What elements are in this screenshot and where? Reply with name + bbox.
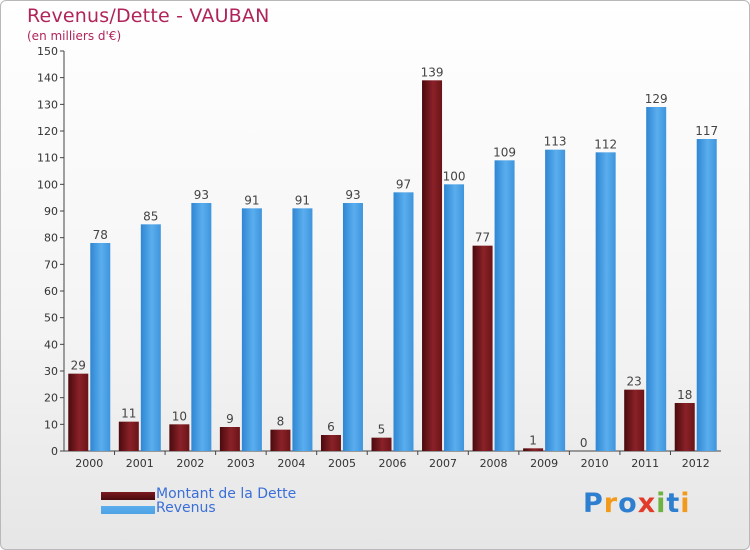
- data-label-debt: 29: [71, 359, 86, 373]
- legend-label-debt: Montant de la Dette: [156, 486, 297, 502]
- data-label-revenue: 78: [93, 228, 108, 242]
- label-layer: 29 78 11 85 10 93 9 91 8 91 6 93 5 97 139 100 77 109 1 113 0…: [71, 65, 719, 450]
- data-label-debt: 11: [121, 407, 136, 421]
- bar-revenue: [646, 107, 667, 451]
- x-tick-label: 2012: [682, 457, 710, 470]
- data-label-debt: 5: [378, 423, 386, 437]
- x-tick-label: 2006: [379, 457, 407, 470]
- logo-letter: i: [680, 488, 691, 519]
- data-label-debt: 9: [226, 412, 234, 426]
- bar-debt: [674, 403, 695, 451]
- data-label-revenue: 100: [443, 169, 466, 183]
- logo-letter: t: [666, 488, 681, 519]
- y-tick-label: 70: [44, 258, 58, 271]
- data-label-revenue: 93: [345, 188, 360, 202]
- bar-revenue: [595, 152, 616, 452]
- data-label-debt: 1: [529, 433, 537, 447]
- chart-subtitle: (en milliers d'€): [27, 29, 122, 43]
- logo-letter: o: [618, 488, 638, 519]
- x-tick-label: 2009: [530, 457, 558, 470]
- bar-debt: [523, 448, 544, 451]
- x-tick-label: 2010: [581, 457, 609, 470]
- axis-layer: 0102030405060708090100110120130140150200…: [37, 45, 721, 470]
- bar-revenue: [241, 208, 262, 451]
- data-label-revenue: 113: [544, 135, 567, 149]
- data-label-debt: 77: [475, 231, 490, 245]
- bar-debt: [371, 437, 392, 451]
- data-label-debt: 139: [421, 65, 444, 79]
- bar-revenue: [140, 224, 161, 451]
- x-tick-label: 2001: [126, 457, 154, 470]
- x-tick-label: 2003: [227, 457, 255, 470]
- bar-debt: [472, 245, 493, 451]
- bar-revenue: [494, 160, 515, 452]
- bar-debt: [270, 429, 291, 451]
- x-tick-label: 2007: [429, 457, 457, 470]
- data-label-revenue: 109: [493, 145, 516, 159]
- y-tick-label: 40: [44, 338, 58, 351]
- y-tick-label: 30: [44, 365, 58, 378]
- data-label-debt: 8: [277, 415, 285, 429]
- x-tick-label: 2000: [75, 457, 103, 470]
- data-label-revenue: 93: [194, 188, 209, 202]
- bar-debt: [118, 421, 139, 451]
- bar-revenue: [191, 203, 212, 451]
- x-tick-label: 2008: [480, 457, 508, 470]
- legend-swatch-revenue: [101, 506, 155, 514]
- data-label-revenue: 129: [645, 92, 668, 106]
- logo-letter: i: [656, 488, 667, 519]
- legend-label-revenue: Revenus: [156, 500, 216, 516]
- data-label-revenue: 97: [396, 177, 411, 191]
- bar-revenue: [696, 139, 717, 451]
- x-tick-label: 2002: [176, 457, 204, 470]
- data-label-revenue: 91: [244, 193, 259, 207]
- bar-layer: [68, 80, 717, 452]
- y-tick-label: 120: [37, 125, 58, 138]
- x-tick-label: 2004: [277, 457, 305, 470]
- chart-title: Revenus/Dette - VAUBAN: [27, 5, 270, 27]
- y-tick-label: 130: [37, 98, 58, 111]
- bar-revenue: [444, 184, 465, 452]
- bar-debt: [68, 373, 89, 451]
- bar-debt: [219, 427, 240, 451]
- y-tick-label: 50: [44, 312, 58, 325]
- data-label-revenue: 85: [143, 209, 158, 223]
- y-tick-label: 20: [44, 392, 58, 405]
- bar-debt: [624, 389, 645, 451]
- y-tick-label: 0: [51, 445, 58, 458]
- bar-revenue: [342, 203, 363, 451]
- y-tick-label: 110: [37, 152, 58, 165]
- data-label-debt: 10: [172, 409, 187, 423]
- bar-revenue: [545, 149, 566, 451]
- y-tick-label: 150: [37, 45, 58, 58]
- bar-revenue: [292, 208, 313, 451]
- x-tick-label: 2005: [328, 457, 356, 470]
- data-label-debt: 0: [580, 436, 588, 450]
- logo-letter: x: [637, 488, 657, 519]
- data-label-revenue: 112: [594, 137, 617, 151]
- proxiti-logo: Proxiti: [583, 488, 691, 519]
- data-label-revenue: 91: [295, 193, 310, 207]
- bar-debt: [422, 80, 443, 451]
- y-tick-label: 60: [44, 285, 58, 298]
- y-tick-label: 100: [37, 178, 58, 191]
- bar-revenue: [393, 192, 414, 452]
- y-tick-label: 90: [44, 205, 58, 218]
- bar-revenue: [90, 243, 111, 451]
- x-tick-label: 2011: [631, 457, 659, 470]
- bar-debt: [169, 424, 190, 451]
- y-tick-label: 80: [44, 232, 58, 245]
- y-tick-label: 10: [44, 418, 58, 431]
- data-label-debt: 6: [327, 420, 335, 434]
- data-label-revenue: 117: [695, 124, 718, 138]
- data-label-debt: 18: [677, 388, 692, 402]
- data-label-debt: 23: [627, 375, 642, 389]
- logo-letter: r: [603, 488, 619, 519]
- bar-debt: [320, 435, 341, 451]
- legend-swatch-debt: [101, 492, 155, 500]
- logo-letter: P: [583, 488, 604, 519]
- y-tick-label: 140: [37, 72, 58, 85]
